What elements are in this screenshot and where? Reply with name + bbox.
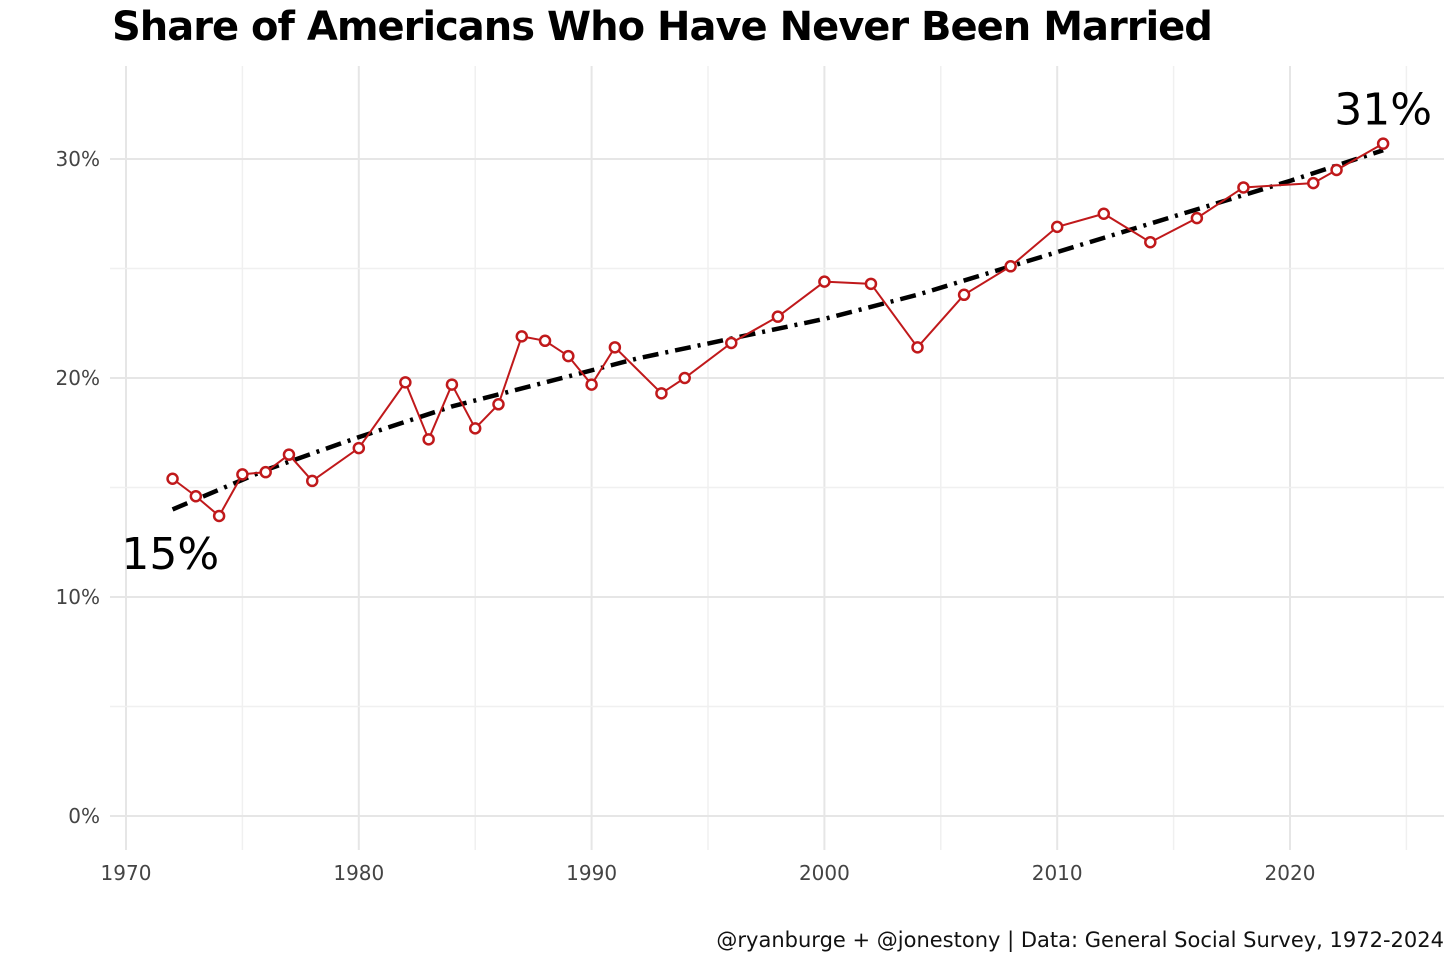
data-point: [282, 448, 296, 461]
data-point: [352, 441, 366, 455]
data-point: [655, 387, 668, 400]
trend-line: [171, 148, 1384, 512]
data-point: [725, 336, 738, 350]
data-point: [399, 376, 412, 389]
data-point: [1330, 163, 1343, 177]
data-point: [1237, 181, 1250, 194]
data-point: [492, 398, 505, 411]
data-point: [1190, 211, 1204, 225]
data-point: [585, 378, 598, 391]
y-tick-label: 30%: [56, 147, 100, 171]
x-axis-ticks: 1970 1980 1990 2000 2010 2020: [101, 861, 1316, 885]
data-point: [538, 334, 552, 348]
data-point: [236, 468, 249, 481]
data-point: [1097, 207, 1111, 220]
data-point: [515, 330, 529, 343]
data-point: [957, 288, 971, 302]
x-tick-label: 2000: [799, 861, 850, 885]
y-tick-label: 20%: [56, 366, 100, 390]
x-tick-label: 1980: [333, 861, 384, 885]
x-tick-label: 1970: [101, 861, 152, 885]
data-point: [259, 465, 272, 479]
data-point: [562, 349, 575, 363]
data-point: [1004, 260, 1017, 273]
x-tick-label: 1990: [566, 861, 617, 885]
data-point: [468, 422, 482, 435]
data-point: [1376, 137, 1390, 150]
data-series: [166, 137, 1390, 523]
y-axis-ticks: 0% 10% 20% 30%: [56, 147, 100, 828]
chart-title: Share of Americans Who Have Never Been M…: [112, 4, 1213, 50]
data-point: [864, 277, 878, 291]
data-point: [608, 341, 622, 354]
data-point: [166, 472, 179, 485]
data-point: [818, 275, 831, 288]
data-point: [678, 371, 691, 385]
data-point: [212, 509, 226, 523]
x-tick-label: 2010: [1032, 861, 1083, 885]
data-point: [1144, 235, 1157, 249]
data-point: [445, 378, 459, 391]
annotations: 15% 31%: [121, 85, 1432, 581]
data-point: [305, 474, 319, 488]
end-value-label: 31%: [1334, 85, 1432, 136]
start-value-label: 15%: [121, 529, 219, 580]
data-point: [1050, 220, 1064, 234]
x-tick-label: 2020: [1265, 861, 1316, 885]
chart-caption: @ryanburge + @jonestony | Data: General …: [716, 928, 1444, 952]
y-tick-label: 0%: [68, 804, 100, 828]
grid-lines: [110, 66, 1444, 850]
data-point: [911, 341, 924, 354]
data-point: [1307, 176, 1320, 190]
data-point: [771, 310, 785, 323]
data-point: [422, 433, 435, 446]
data-point: [189, 490, 203, 503]
y-tick-label: 10%: [56, 585, 100, 609]
